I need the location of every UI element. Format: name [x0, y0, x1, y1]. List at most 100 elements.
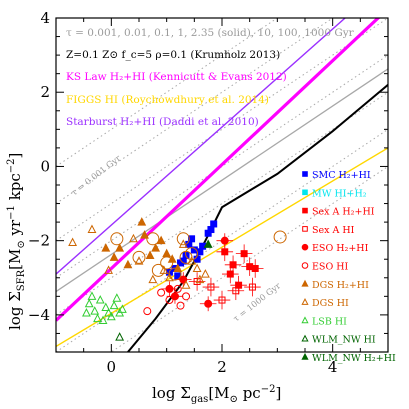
- y-tick-label: 2: [40, 83, 50, 101]
- data-point: [193, 277, 201, 285]
- data-point: [165, 296, 174, 305]
- legend-label: MW HI+H₂: [312, 188, 367, 199]
- data-point: [220, 236, 229, 245]
- legend-label: Sex A HI: [312, 225, 355, 236]
- isochrone-line: [56, 54, 388, 279]
- annotation-ks-law: KS Law H₂+HI (Kennicutt & Evans 2012): [66, 71, 287, 83]
- legend-marker: [302, 226, 308, 232]
- data-point: [192, 263, 202, 272]
- data-point: [182, 292, 191, 301]
- legend-marker: [301, 298, 309, 305]
- annotation-figgs: FIGGS HI (Roychowdhury et al. 2014): [66, 94, 269, 106]
- legend-marker: [302, 171, 308, 177]
- circled-point-ring: [146, 232, 160, 246]
- data-point: [123, 259, 133, 269]
- data-point: [179, 275, 188, 284]
- circled-point-ring: [132, 250, 146, 264]
- x-tick-label: 4: [328, 358, 338, 376]
- data-point: [187, 256, 196, 265]
- data-point: [93, 313, 102, 323]
- circled-point-ring: [273, 230, 287, 244]
- data-point: [204, 299, 213, 308]
- data-point: [165, 284, 174, 293]
- data-point: [203, 239, 213, 248]
- legend-label: WLM_NW H₂+HI: [312, 353, 396, 364]
- legend-label: ESO H₂+HI: [312, 243, 369, 254]
- legend-label: WLM_NW HI: [312, 335, 376, 346]
- legend-label: Sex A H₂+HI: [312, 207, 375, 218]
- legend-marker: [301, 262, 309, 269]
- data-point: [106, 311, 116, 321]
- isochrone-label-short: τ = 0.001 Gyr: [70, 153, 124, 198]
- legend-marker: [301, 243, 309, 251]
- data-point: [117, 304, 127, 313]
- y-tick-label: −2: [28, 232, 50, 250]
- annotations: τ = 0.001, 0.01, 0.1, 1, 2.35 (solid), 1…: [66, 27, 355, 324]
- isochrone-line: [56, 68, 388, 293]
- data-point: [95, 295, 105, 304]
- data-point: [200, 269, 210, 278]
- circled-point-ring: [110, 232, 124, 246]
- data-point: [145, 250, 155, 260]
- circled-point-ring: [160, 256, 174, 270]
- legend-marker: [301, 352, 309, 360]
- isochrone-line: [56, 128, 388, 352]
- data-point: [157, 288, 166, 297]
- axis-ticks: 0 2 4 −4 −2 0 2 4: [28, 9, 389, 376]
- data-point: [90, 306, 100, 315]
- data-point: [109, 300, 119, 310]
- circled-point-ring: [151, 263, 165, 277]
- data-point: [229, 261, 237, 269]
- data-point: [226, 270, 234, 278]
- data-point: [82, 308, 91, 317]
- y-tick-label: 0: [40, 157, 50, 175]
- legend-label: DGS H₂+HI: [312, 280, 369, 291]
- annotation-krumholz: Z=0.1 Z⊙ f_c=5 ρ=0.1 (Krumholz 2013): [66, 49, 280, 61]
- data-point: [68, 237, 78, 247]
- legend-label: LSB HI: [312, 316, 347, 327]
- circled-point-ring: [179, 250, 193, 264]
- legend-marker: [302, 189, 308, 196]
- data-point: [232, 287, 240, 295]
- data-point: [179, 257, 187, 265]
- data-point: [195, 274, 205, 284]
- annotation-depletion-times: τ = 0.001, 0.01, 0.1, 1, 2.35 (solid), 1…: [66, 27, 355, 39]
- data-point: [134, 256, 144, 265]
- data-point: [87, 224, 97, 234]
- x-tick-label: 0: [107, 358, 117, 376]
- svg-text:log ΣSFR[M⊙ yr−1 kpc−2]: log ΣSFR[M⊙ yr−1 kpc−2]: [6, 153, 27, 330]
- circled-point-ring: [168, 267, 182, 281]
- data-point: [178, 239, 188, 248]
- data-point: [101, 302, 111, 311]
- x-axis-title: log Σgas[M⊙ pc−2]: [152, 384, 281, 405]
- legend: SMC H₂+HI MW HI+H₂ Sex A H₂+HI Sex A HI ESO …: [301, 170, 396, 364]
- data-point: [181, 280, 191, 289]
- relation-line: [56, 18, 347, 275]
- data-point: [165, 272, 174, 282]
- data-point: [129, 233, 138, 243]
- data-point: [176, 301, 185, 310]
- relation-line: [56, 18, 381, 322]
- isochrone-line: [110, 166, 388, 352]
- data-point: [207, 283, 215, 291]
- legend-marker: [302, 207, 308, 214]
- y-axis-title: log ΣSFR[M⊙ yr−1 kpc−2]: [6, 153, 27, 330]
- data-point: [87, 291, 97, 300]
- y-tick-label: 4: [40, 9, 50, 27]
- legend-label: SMC H₂+HI: [312, 170, 371, 181]
- data-point: [115, 332, 125, 341]
- isochrone-line: [56, 18, 388, 242]
- data-point: [104, 308, 113, 317]
- data-point: [101, 243, 111, 252]
- data-point: [188, 235, 196, 243]
- data-point: [218, 296, 226, 304]
- y-tick-label: −4: [28, 306, 50, 324]
- data-point: [193, 255, 201, 263]
- data-point: [140, 230, 149, 239]
- legend-marker: [301, 316, 309, 324]
- data-point: [251, 265, 259, 272]
- data-point: [137, 217, 147, 226]
- svg-text:log Σgas[M⊙ pc−2]: log Σgas[M⊙ pc−2]: [152, 384, 281, 405]
